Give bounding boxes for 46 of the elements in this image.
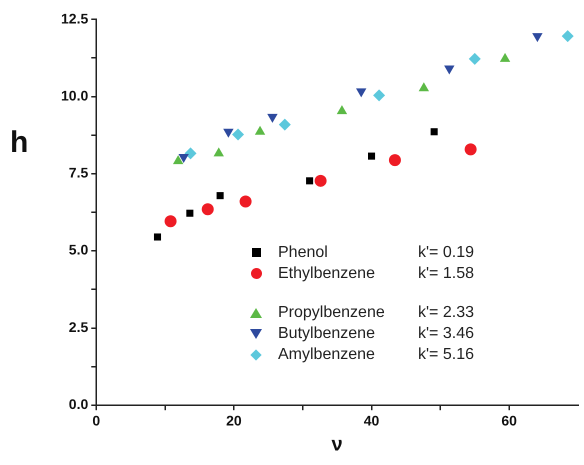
point	[172, 155, 184, 164]
annotation: k'= 2.33	[418, 304, 474, 322]
point	[223, 128, 234, 138]
x-tick-label: 20	[226, 412, 242, 428]
point	[388, 154, 401, 166]
point	[562, 30, 574, 42]
point	[154, 233, 162, 241]
point	[430, 128, 438, 136]
point	[184, 147, 197, 160]
point	[314, 174, 327, 187]
point	[186, 210, 194, 217]
point	[373, 89, 386, 102]
legend-label: Ethylbenzene	[278, 264, 376, 282]
point	[278, 118, 291, 131]
point	[216, 192, 224, 200]
y-tick-label: 5.0	[68, 242, 88, 258]
point	[444, 65, 454, 74]
point	[356, 88, 366, 98]
point	[232, 128, 244, 141]
point	[468, 52, 481, 65]
y-tick-label: 7.5	[68, 164, 88, 181]
legend-label: Amylbenzene	[278, 346, 376, 364]
point	[306, 177, 314, 184]
annotation: k'= 0.19	[418, 244, 474, 262]
x-tick-label: 40	[364, 412, 380, 428]
point	[240, 196, 252, 208]
x-axis-title: ν	[332, 434, 343, 456]
point	[202, 203, 214, 216]
y-tick-label: 10.0	[61, 87, 88, 104]
legend-label: Phenol	[278, 244, 329, 262]
annotation: k'= 5.16	[418, 346, 474, 364]
point	[464, 143, 477, 156]
annotation: k'= 3.46	[418, 324, 474, 342]
x-tick-label: 0	[92, 412, 100, 428]
y-tick-label: 0.0	[68, 396, 88, 412]
annotation: k'= 1.58	[418, 264, 474, 282]
legend-label: Propylbenzene	[278, 304, 386, 322]
point	[267, 114, 278, 123]
point	[164, 215, 177, 228]
point	[532, 33, 543, 42]
legend-label: Butylbenzene	[278, 324, 376, 342]
point	[368, 152, 376, 160]
y-axis-title: h	[10, 126, 28, 160]
y-tick-label: 2.5	[68, 318, 88, 335]
x-tick-label: 60	[501, 412, 518, 428]
y-tick-label: 12.5	[61, 10, 88, 26]
